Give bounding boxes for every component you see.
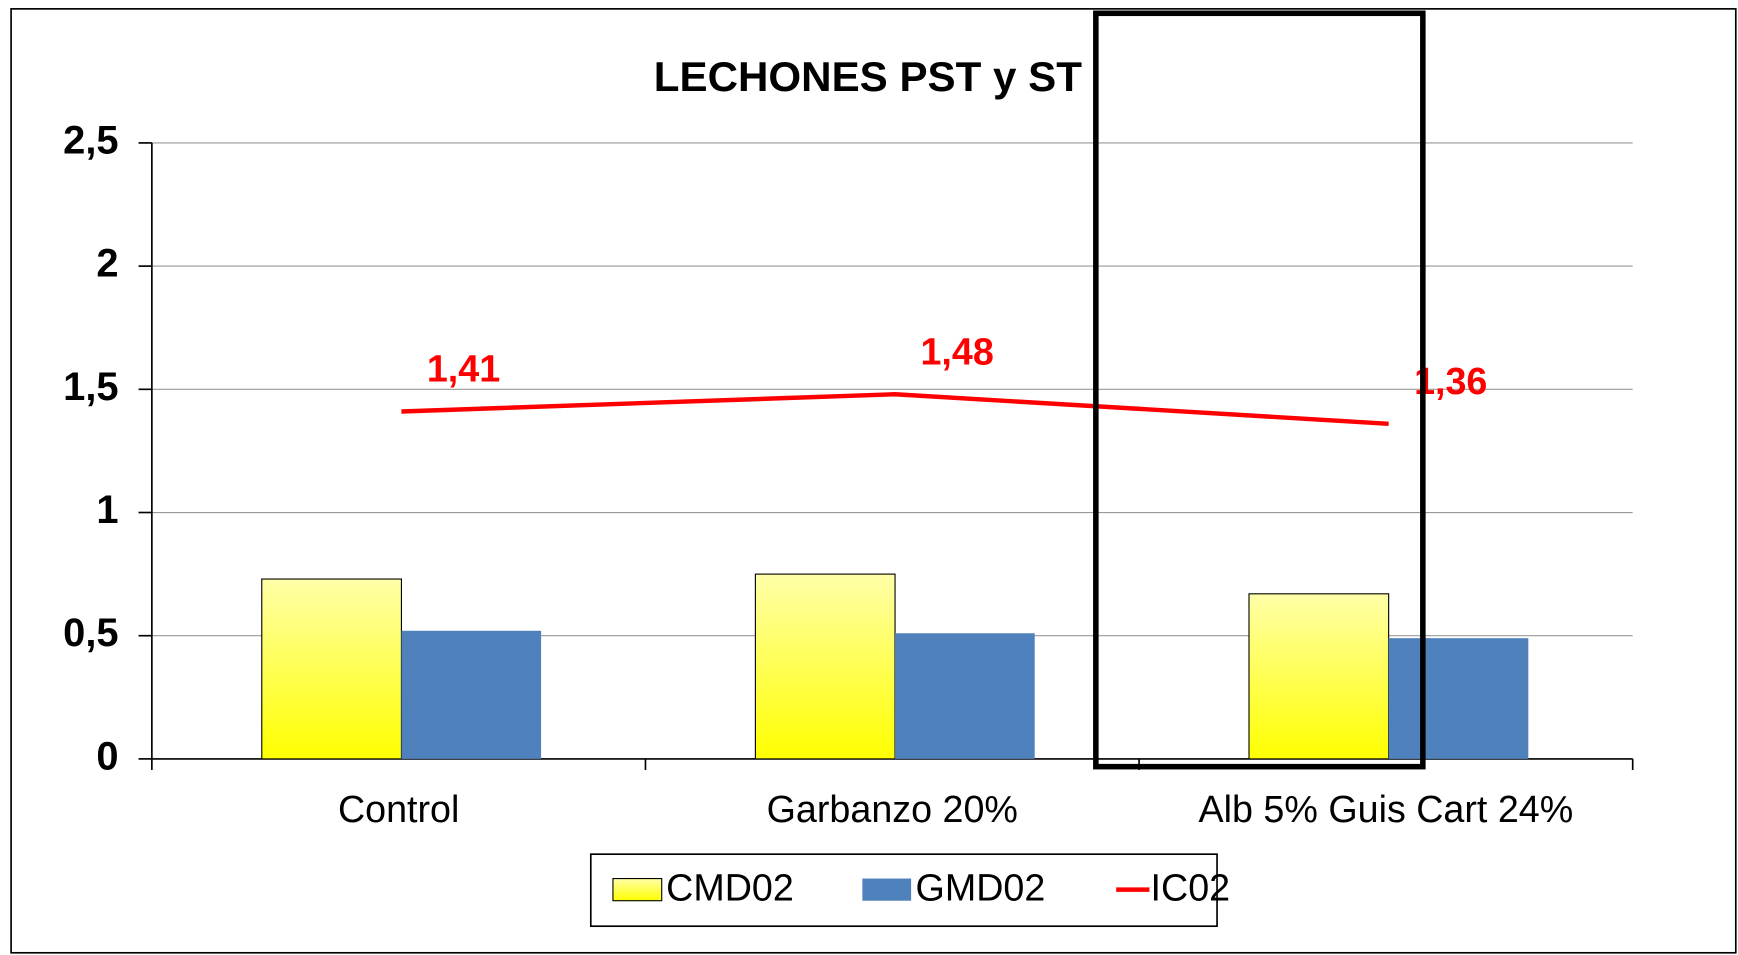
legend-swatch xyxy=(612,878,663,902)
legend-label: GMD02 xyxy=(916,867,1046,909)
chart-title: LECHONES PST y ST xyxy=(654,53,1082,100)
x-tick-label: Control xyxy=(338,788,459,830)
data-label: 1,36 xyxy=(1414,360,1487,402)
bar xyxy=(895,633,1035,759)
legend-label: CMD02 xyxy=(666,867,794,909)
y-tick-label: 0 xyxy=(96,734,118,778)
bar xyxy=(1248,593,1390,760)
y-tick-label: 2,5 xyxy=(63,118,118,162)
data-label: 1,48 xyxy=(920,330,993,372)
x-tick-label: Alb 5% Guis Cart 24% xyxy=(1199,788,1574,830)
y-tick-label: 0,5 xyxy=(63,611,118,655)
bar xyxy=(261,578,402,760)
legend-swatch xyxy=(862,878,912,901)
x-tick-label: Garbanzo 20% xyxy=(767,788,1018,830)
bar xyxy=(1388,638,1529,759)
legend-label: IC02 xyxy=(1151,867,1231,909)
bar xyxy=(401,630,542,759)
line-series xyxy=(401,392,1389,427)
y-tick-label: 1,5 xyxy=(63,365,118,409)
highlight-box xyxy=(1093,10,1426,770)
chart-frame xyxy=(10,8,1737,954)
y-tick-label: 1 xyxy=(96,488,118,532)
bar xyxy=(754,573,896,760)
y-tick-label: 2 xyxy=(96,242,118,286)
data-label: 1,41 xyxy=(427,348,500,390)
